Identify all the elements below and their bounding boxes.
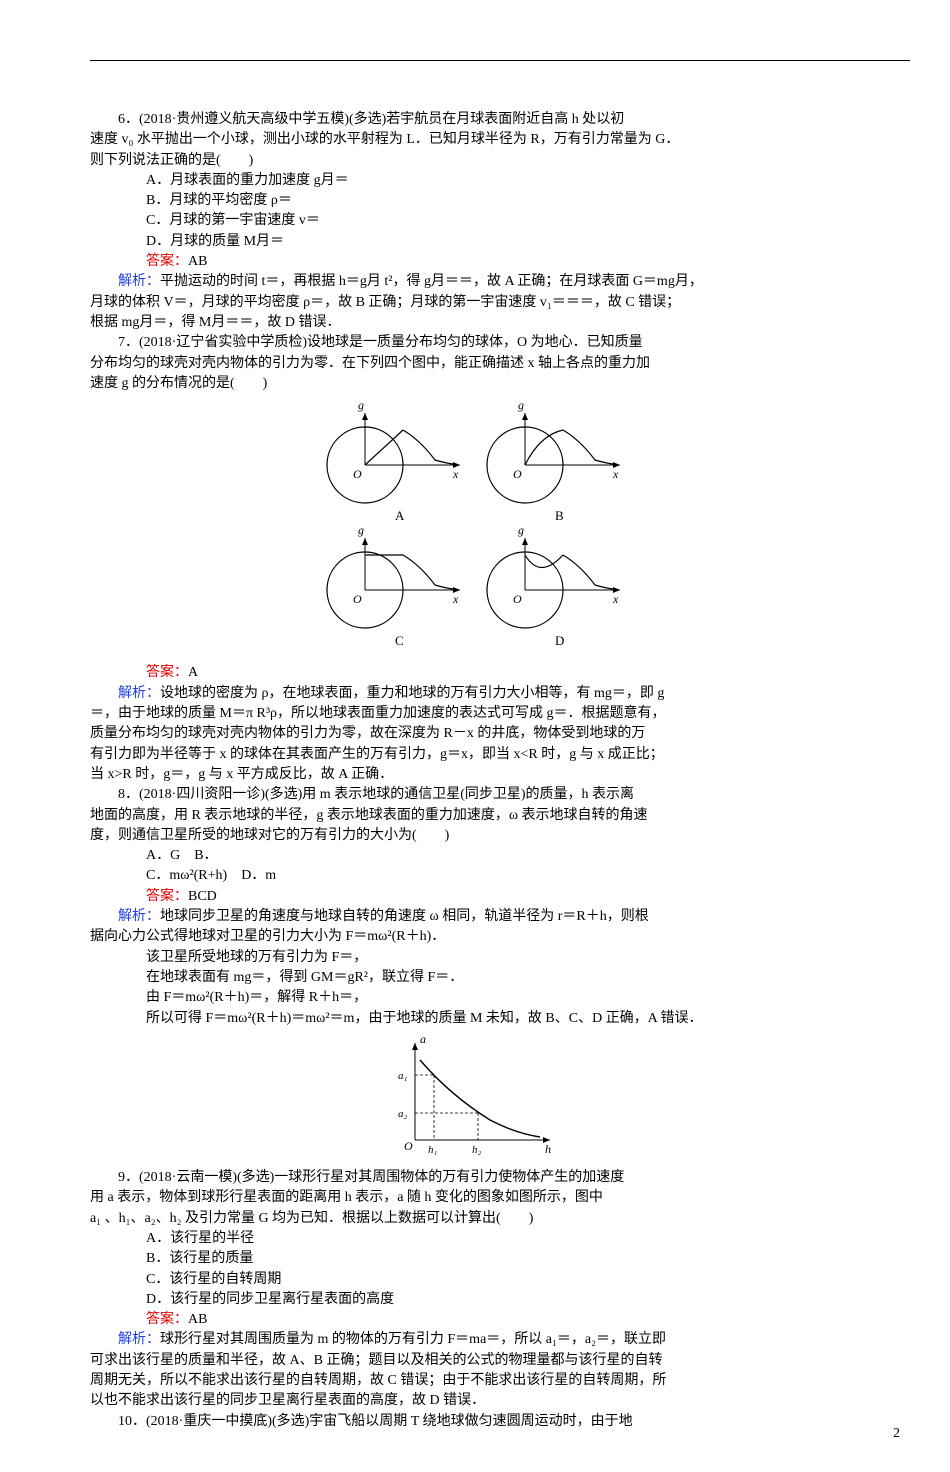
q7-exp-row1: 解析：设地球的密度为 ρ，在地球表面，重力和地球的万有引力大小相等，有 mg＝，…	[90, 684, 860, 704]
q7-D-x: x	[612, 592, 619, 606]
q9-axis-h: h	[545, 1142, 551, 1155]
q8-answer: 答案：BCD	[90, 887, 860, 907]
page: 6．(2018·贵州遵义航天高级中学五模)(多选)若宇航员在月球表面附近自高 h…	[0, 0, 950, 1472]
top-rule	[90, 60, 910, 61]
q9-optB: B．该行星的质量	[90, 1249, 860, 1269]
q8-stem-l2: 地面的高度，用 R 表示地球的半径，g 表示地球表面的重力加速度，ω 表示地球自…	[90, 806, 860, 826]
q8-exp-l1: 地球同步卫星的角速度与地球自转的角速度 ω 相同，轨道半径为 r＝R＋h，则根	[160, 909, 649, 924]
q6-exp-l1: 平抛运动的时间 t＝，再根据 h＝g月 t²，得 g月＝＝，故 A 正确；在月球…	[160, 274, 703, 289]
q7-exp-l5: 当 x>R 时，g＝，g 与 x 平方成反比，故 A 正确．	[90, 765, 860, 785]
q7-stem-l2: 分布均匀的球壳对壳内物体的引力为零．在下列四个图中，能正确描述 x 轴上各点的重…	[90, 354, 860, 374]
q7-exp-l4: 有引力即为半径等于 x 的球体在其表面产生的万有引力，g＝x，即当 x<R 时，…	[90, 745, 860, 765]
q9-answer-value: AB	[188, 1312, 207, 1327]
q9-a1: a₁	[398, 1070, 408, 1082]
q9-a2: a₂	[398, 1108, 408, 1120]
q7-A-x: x	[452, 467, 459, 481]
q9-optA: A．该行星的半径	[90, 1229, 860, 1249]
q8-stem-l1: 8．(2018·四川资阳一诊)(多选)用 m 表示地球的通信卫星(同步卫星)的质…	[90, 785, 860, 805]
q6-stem-l3: 则下列说法正确的是( )	[90, 151, 860, 171]
q9-exp-row1: 解析：球形行星对其周围质量为 m 的物体的万有引力 F＝ma＝，所以 a₁＝，a…	[90, 1330, 860, 1350]
q7-exp-l2: ＝，由于地球的质量 M＝π R³ρ，所以地球表面重力加速度的表达式可写成 g＝．…	[90, 704, 860, 724]
q6-optA: A．月球表面的重力加速度 g月＝	[90, 171, 860, 191]
q9-exp-l4: 以也不能求出该行星的同步卫星离行星表面的高度，故 D 错误．	[90, 1391, 860, 1411]
q8-exp-l4: 在地球表面有 mg＝，得到 GM＝gR²，联立得 F＝．	[90, 968, 860, 988]
q9-stem-l2: 用 a 表示，物体到球形行星表面的距离用 h 表示，a 随 h 变化的图象如图所…	[90, 1188, 860, 1208]
q9-O: O	[404, 1139, 413, 1153]
q9-exp-l2: 可求出该行星的质量和半径，故 A、B 正确；题目以及相关的公式的物理量都与该行星…	[90, 1351, 860, 1371]
q7-B-g: g	[518, 400, 524, 412]
q6-exp-label: 解析：	[118, 274, 160, 289]
q7-answer-label: 答案：	[146, 665, 188, 680]
q8-exp-l2: 据向心力公式得地球对卫星的引力大小为 F＝mω²(R＋h)．	[90, 927, 860, 947]
q9-axis-a: a	[420, 1035, 426, 1046]
q9-stem-l3: a₁ 、h₁、a₂、h₂ 及引力常量 G 均为已知．根据以上数据可以计算出( )	[90, 1209, 860, 1229]
q7-A-O: O	[353, 467, 362, 481]
q8-optAB: A．G B．	[90, 846, 860, 866]
q7-figure: g x O A g x O B	[90, 400, 860, 657]
q8-exp-label: 解析：	[118, 909, 160, 924]
q7-C-O: O	[353, 592, 362, 606]
q9-h1: h₁	[428, 1144, 438, 1155]
q9-exp-l3: 周期无关，所以不能求出该行星的自转周期，故 C 错误；由于不能求出该行星的自转周…	[90, 1371, 860, 1391]
q8-exp-l3: 该卫星所受地球的万有引力为 F＝，	[90, 948, 860, 968]
q7-exp-l1: 设地球的密度为 ρ，在地球表面，重力和地球的万有引力大小相等，有 mg＝，即 g	[160, 686, 664, 701]
q8-stem-l3: 度，则通信卫星所受的地球对它的万有引力的大小为( )	[90, 826, 860, 846]
q7-exp-l3: 质量分布均匀的球壳对壳内物体的引力为零，故在深度为 R－x 的井底，物体受到地球…	[90, 724, 860, 744]
q6-exp-row1: 解析：平抛运动的时间 t＝，再根据 h＝g月 t²，得 g月＝＝，故 A 正确；…	[90, 272, 860, 292]
q6-answer-value: AB	[188, 254, 207, 269]
q9-answer: 答案：AB	[90, 1310, 860, 1330]
q6-answer: 答案：AB	[90, 252, 860, 272]
q8-answer-label: 答案：	[146, 889, 188, 904]
q7-stem-l1: 7．(2018·辽宁省实验中学质检)设地球是一质量分布均匀的球体，O 为地心．已…	[90, 333, 860, 353]
q7-D-O: O	[513, 592, 522, 606]
q7-C-x: x	[452, 592, 459, 606]
q10-stem-l1: 10．(2018·重庆一中摸底)(多选)宇宙飞船以周期 T 绕地球做匀速圆周运动…	[90, 1412, 860, 1432]
q7-label-A: A	[395, 508, 405, 523]
q6-optD: D．月球的质量 M月＝	[90, 232, 860, 252]
q8-exp-l5: 由 F＝mω²(R＋h)＝，解得 R＋h＝，	[90, 988, 860, 1008]
q6-optB: B．月球的平均密度 ρ＝	[90, 191, 860, 211]
q8-exp-row1: 解析：地球同步卫星的角速度与地球自转的角速度 ω 相同，轨道半径为 r＝R＋h，…	[90, 907, 860, 927]
q7-D-g: g	[518, 523, 524, 537]
q7-label-D: D	[555, 633, 564, 648]
q8-answer-value: BCD	[188, 889, 217, 904]
q7-answer-value: A	[188, 665, 198, 680]
q8-optCD: C．mω²(R+h) D．m	[90, 866, 860, 886]
q9-figure: a h a₁ a₂ h₁ h₂ O	[90, 1035, 860, 1162]
q7-C-g: g	[358, 523, 364, 537]
q9-optC: C．该行星的自转周期	[90, 1270, 860, 1290]
q9-exp-label: 解析：	[118, 1332, 160, 1347]
q7-answer: 答案：A	[90, 663, 860, 683]
q6-answer-label: 答案：	[146, 254, 188, 269]
q6-exp-l2: 月球的体积 V＝，月球的平均密度 ρ＝，故 B 正确；月球的第一宇宙速度 v₁＝…	[90, 293, 860, 313]
page-number: 2	[893, 1424, 900, 1444]
q7-label-B: B	[555, 508, 564, 523]
q7-stem-l3: 速度 g 的分布情况的是( )	[90, 374, 860, 394]
q6-stem-l2: 速度 v₀ 水平抛出一个小球，测出小球的水平射程为 L．已知月球半径为 R，万有…	[90, 130, 860, 150]
q7-A-g: g	[358, 400, 364, 412]
q9-h2: h₂	[472, 1144, 482, 1155]
q9-optD: D．该行星的同步卫星离行星表面的高度	[90, 1290, 860, 1310]
q7-B-O: O	[513, 467, 522, 481]
q6-optC: C．月球的第一宇宙速度 v＝	[90, 211, 860, 231]
q9-stem-l1: 9．(2018·云南一模)(多选)一球形行星对其周围物体的万有引力使物体产生的加…	[90, 1168, 860, 1188]
q7-diagram-svg: g x O A g x O B	[315, 400, 635, 650]
q7-label-C: C	[395, 633, 404, 648]
q9-exp-l1: 球形行星对其周围质量为 m 的物体的万有引力 F＝ma＝，所以 a₁＝，a₂＝，…	[160, 1332, 666, 1347]
q6-stem-l1: 6．(2018·贵州遵义航天高级中学五模)(多选)若宇航员在月球表面附近自高 h…	[90, 110, 860, 130]
q9-answer-label: 答案：	[146, 1312, 188, 1327]
q8-exp-l6: 所以可得 F＝mω²(R＋h)＝mω²＝m，由于地球的质量 M 未知，故 B、C…	[90, 1009, 860, 1029]
q9-graph-svg: a h a₁ a₂ h₁ h₂ O	[390, 1035, 560, 1155]
q7-exp-label: 解析：	[118, 686, 160, 701]
q7-B-x: x	[612, 467, 619, 481]
q6-exp-l3: 根据 mg月＝，得 M月＝＝，故 D 错误．	[90, 313, 860, 333]
